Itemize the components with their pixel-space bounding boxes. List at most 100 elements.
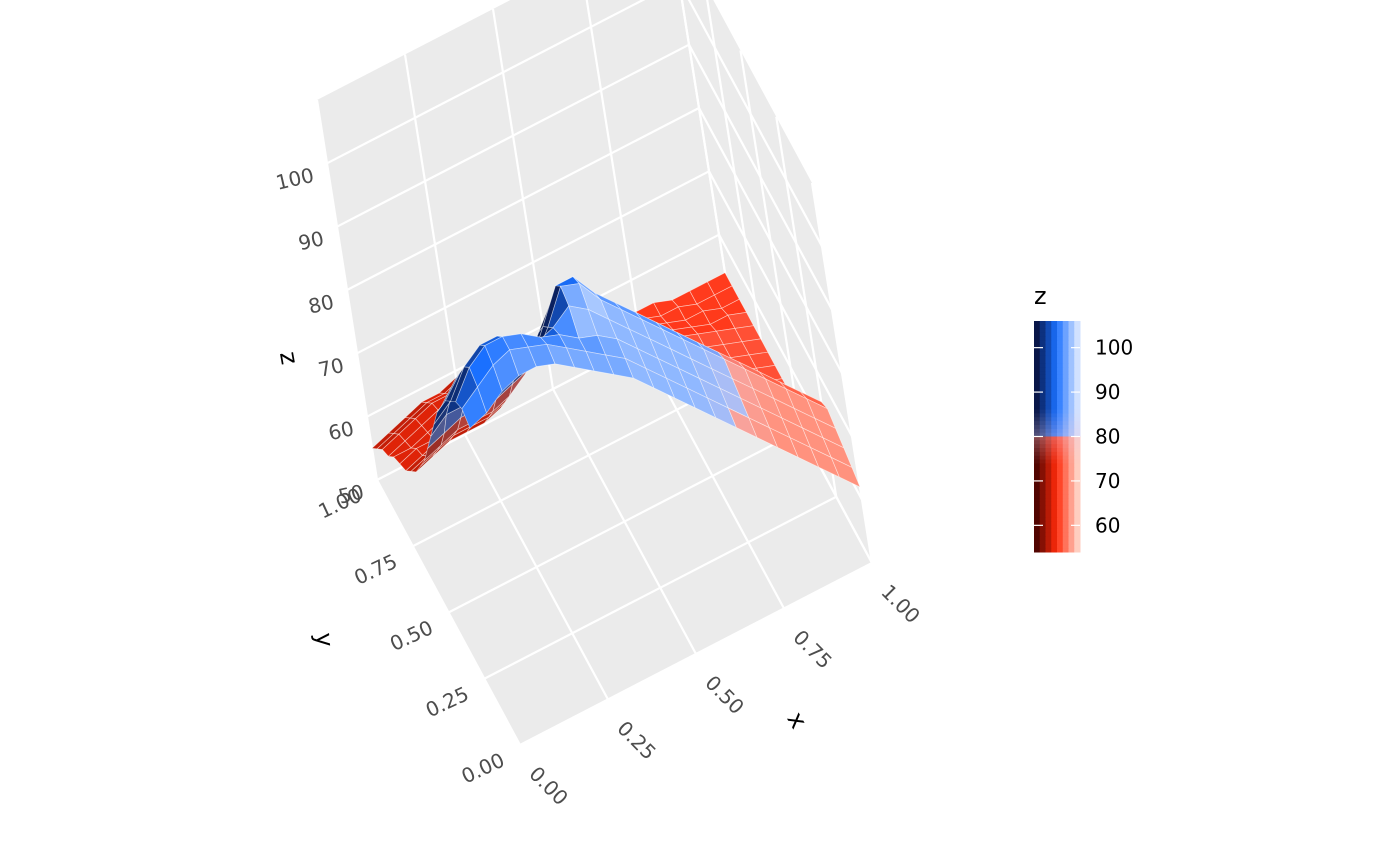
colorbar-swatch bbox=[1062, 501, 1069, 507]
colorbar-swatch bbox=[1034, 409, 1041, 414]
colorbar-swatch bbox=[1039, 459, 1046, 464]
colorbar-swatch bbox=[1045, 463, 1052, 468]
colorbar-swatch bbox=[1074, 490, 1081, 495]
colorbar-swatch bbox=[1034, 444, 1041, 449]
colorbar-swatch bbox=[1068, 467, 1075, 472]
colorbar-swatch bbox=[1034, 463, 1041, 468]
colorbar-swatch bbox=[1051, 467, 1058, 472]
colorbar-swatch bbox=[1034, 455, 1041, 461]
colorbar-swatch bbox=[1074, 521, 1081, 526]
y-axis-title: y bbox=[310, 632, 339, 649]
colorbar-swatch bbox=[1051, 378, 1058, 384]
colorbar-swatch bbox=[1074, 324, 1081, 330]
colorbar-swatch bbox=[1045, 394, 1052, 399]
colorbar-swatch bbox=[1068, 355, 1075, 360]
colorbar-swatch bbox=[1057, 421, 1064, 426]
colorbar-swatch bbox=[1045, 374, 1052, 380]
colorbar-swatch bbox=[1039, 513, 1046, 518]
colorbar-swatch bbox=[1074, 355, 1081, 360]
colorbar-swatch bbox=[1068, 548, 1075, 553]
colorbar-swatch bbox=[1039, 432, 1046, 437]
colorbar-swatch bbox=[1039, 436, 1046, 441]
colorbar-swatch bbox=[1068, 490, 1075, 495]
colorbar-swatch bbox=[1045, 421, 1052, 426]
colorbar-swatch bbox=[1074, 463, 1081, 468]
colorbar-swatch bbox=[1039, 344, 1046, 349]
colorbar-swatch bbox=[1039, 332, 1046, 337]
colorbar-swatch bbox=[1068, 444, 1075, 449]
legend-label: 80 bbox=[1095, 425, 1120, 449]
x-tick-label: 1.00 bbox=[876, 580, 924, 628]
colorbar-swatch bbox=[1074, 444, 1081, 449]
colorbar-swatch bbox=[1051, 436, 1058, 441]
colorbar-swatch bbox=[1051, 428, 1058, 434]
colorbar-swatch bbox=[1051, 455, 1058, 461]
colorbar-swatch bbox=[1057, 413, 1064, 418]
colorbar-swatch bbox=[1062, 413, 1069, 418]
colorbar-swatch bbox=[1045, 340, 1052, 345]
colorbar-swatch bbox=[1051, 440, 1058, 445]
colorbar-swatch bbox=[1051, 355, 1058, 360]
colorbar-swatch bbox=[1068, 359, 1075, 364]
colorbar-swatch bbox=[1039, 475, 1046, 480]
colorbar-swatch bbox=[1074, 544, 1081, 549]
colorbar-swatch bbox=[1057, 401, 1064, 407]
colorbar-swatch bbox=[1051, 444, 1058, 449]
colorbar-swatch bbox=[1039, 455, 1046, 461]
colorbar-swatch bbox=[1068, 475, 1075, 480]
colorbar-swatch bbox=[1039, 351, 1046, 357]
colorbar-swatch bbox=[1039, 321, 1046, 326]
colorbar-swatch bbox=[1068, 321, 1075, 326]
colorbar-swatch bbox=[1034, 332, 1041, 337]
colorbar-swatch bbox=[1062, 324, 1069, 330]
colorbar-swatch bbox=[1062, 532, 1069, 538]
colorbar-swatch bbox=[1068, 509, 1075, 514]
colorbar-swatch bbox=[1051, 386, 1058, 391]
colorbar-swatch bbox=[1062, 490, 1069, 495]
colorbar-swatch bbox=[1039, 448, 1046, 453]
colorbar-swatch bbox=[1045, 328, 1052, 334]
colorbar-swatch bbox=[1074, 548, 1081, 553]
colorbar-swatch bbox=[1068, 336, 1075, 341]
colorbar-swatch bbox=[1057, 386, 1064, 391]
colorbar-swatch bbox=[1051, 424, 1058, 430]
colorbar-swatch bbox=[1034, 482, 1041, 488]
colorbar-swatch bbox=[1068, 528, 1075, 534]
colorbar-swatch bbox=[1062, 459, 1069, 464]
colorbar-swatch bbox=[1062, 548, 1069, 553]
colorbar-swatch bbox=[1045, 532, 1052, 538]
colorbar-swatch bbox=[1057, 459, 1064, 464]
colorbar-swatch bbox=[1062, 544, 1069, 549]
colorbar-swatch bbox=[1045, 351, 1052, 357]
colorbar-swatch bbox=[1051, 405, 1058, 411]
colorbar-swatch bbox=[1074, 424, 1081, 430]
gridline-z-yback bbox=[326, 0, 646, 165]
colorbar-swatch bbox=[1057, 328, 1064, 334]
colorbar-swatch bbox=[1051, 390, 1058, 395]
colorbar-swatch bbox=[1074, 455, 1081, 461]
colorbar-swatch bbox=[1074, 409, 1081, 414]
colorbar-swatch bbox=[1034, 459, 1041, 464]
colorbar-swatch bbox=[1051, 336, 1058, 341]
colorbar-swatch bbox=[1034, 328, 1041, 334]
colorbar-swatch bbox=[1045, 432, 1052, 437]
colorbar-swatch bbox=[1034, 324, 1041, 330]
colorbar-swatch bbox=[1057, 374, 1064, 380]
colorbar-swatch bbox=[1045, 347, 1052, 353]
colorbar-swatch bbox=[1045, 390, 1052, 395]
colorbar-swatch bbox=[1045, 440, 1052, 445]
colorbar-swatch bbox=[1062, 382, 1069, 387]
colorbar-swatch bbox=[1068, 482, 1075, 488]
colorbar-swatch bbox=[1045, 451, 1052, 457]
colorbar-swatch bbox=[1068, 421, 1075, 426]
colorbar-swatch bbox=[1045, 409, 1052, 414]
colorbar-swatch bbox=[1034, 544, 1041, 549]
colorbar-swatch bbox=[1062, 467, 1069, 472]
colorbar-swatch bbox=[1034, 371, 1041, 376]
colorbar-swatch bbox=[1068, 340, 1075, 345]
colorbar-swatch bbox=[1057, 532, 1064, 538]
colorbar-swatch bbox=[1074, 517, 1081, 522]
colorbar-swatch bbox=[1045, 513, 1052, 518]
colorbar-swatch bbox=[1068, 544, 1075, 549]
colorbar-swatch bbox=[1051, 517, 1058, 522]
